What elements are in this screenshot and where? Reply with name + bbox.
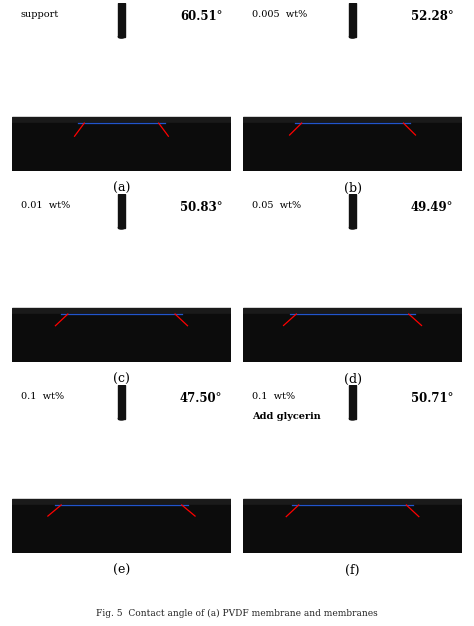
Text: 49.49°: 49.49° bbox=[411, 201, 453, 213]
Bar bbox=[349, 3, 356, 37]
Bar bbox=[349, 385, 356, 419]
Ellipse shape bbox=[118, 417, 125, 420]
Bar bbox=[12, 505, 231, 553]
Bar bbox=[118, 194, 125, 228]
Text: Add glycerin: Add glycerin bbox=[252, 412, 320, 421]
Bar bbox=[243, 310, 462, 362]
Bar bbox=[243, 314, 462, 362]
Bar bbox=[12, 123, 231, 171]
Bar bbox=[12, 120, 231, 171]
Ellipse shape bbox=[349, 35, 356, 38]
Bar bbox=[12, 308, 231, 315]
Text: (e): (e) bbox=[113, 564, 130, 577]
Bar bbox=[12, 314, 231, 362]
Ellipse shape bbox=[349, 226, 356, 229]
Bar bbox=[12, 501, 231, 553]
Text: (d): (d) bbox=[344, 373, 362, 386]
Ellipse shape bbox=[118, 35, 125, 38]
Text: Fig. 5  Contact angle of (a) PVDF membrane and membranes: Fig. 5 Contact angle of (a) PVDF membran… bbox=[96, 609, 378, 618]
Text: 60.51°: 60.51° bbox=[180, 10, 222, 23]
Text: 0.005  wt%: 0.005 wt% bbox=[252, 10, 307, 19]
Text: support: support bbox=[21, 10, 59, 19]
Text: (c): (c) bbox=[113, 373, 130, 386]
Bar bbox=[118, 3, 125, 37]
Text: (b): (b) bbox=[344, 182, 362, 195]
Bar bbox=[12, 499, 231, 506]
Text: 0.1  wt%: 0.1 wt% bbox=[252, 392, 295, 401]
Text: (a): (a) bbox=[113, 182, 130, 195]
Text: 52.28°: 52.28° bbox=[411, 10, 453, 23]
Bar bbox=[243, 505, 462, 553]
Bar bbox=[12, 117, 231, 124]
Bar bbox=[118, 385, 125, 419]
Text: 47.50°: 47.50° bbox=[180, 392, 222, 404]
Ellipse shape bbox=[349, 417, 356, 420]
Bar bbox=[243, 499, 462, 506]
Text: 0.05  wt%: 0.05 wt% bbox=[252, 201, 301, 210]
Bar bbox=[243, 123, 462, 171]
Ellipse shape bbox=[118, 226, 125, 229]
Bar bbox=[243, 308, 462, 315]
Bar bbox=[243, 117, 462, 124]
Text: 50.71°: 50.71° bbox=[411, 392, 453, 404]
Text: 0.01  wt%: 0.01 wt% bbox=[21, 201, 70, 210]
Text: 50.83°: 50.83° bbox=[180, 201, 222, 213]
Bar bbox=[12, 310, 231, 362]
Bar bbox=[243, 501, 462, 553]
Bar bbox=[349, 194, 356, 228]
Text: 0.1  wt%: 0.1 wt% bbox=[21, 392, 64, 401]
Bar bbox=[243, 120, 462, 171]
Text: (f): (f) bbox=[345, 564, 360, 577]
